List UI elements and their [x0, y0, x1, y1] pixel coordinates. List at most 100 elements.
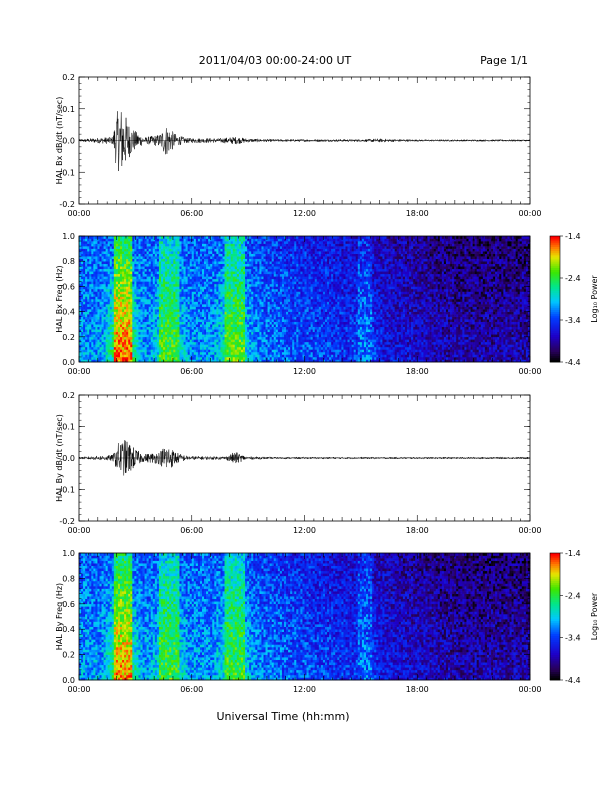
spectrogram-cell — [261, 283, 264, 287]
spectrogram-cell — [199, 273, 203, 277]
spectrogram-cell — [199, 349, 203, 353]
spectrogram-cell — [183, 258, 186, 262]
spectrogram-cell — [89, 283, 92, 287]
spectrogram-cell — [130, 261, 133, 265]
spectrogram-cell — [202, 293, 205, 297]
spectrogram-cell — [251, 253, 254, 257]
spectrogram-cell — [253, 283, 256, 287]
spectrogram-cell — [163, 236, 166, 239]
spectrogram-cell — [253, 339, 256, 343]
spectrogram-cell — [91, 236, 94, 239]
spectrogram-cell — [226, 243, 229, 247]
spectrogram-cell — [243, 359, 246, 363]
spectrogram-cell — [111, 349, 115, 353]
spectrogram-cell — [128, 356, 131, 360]
spectrogram-cell — [261, 336, 264, 340]
spectrogram-cell — [175, 296, 178, 300]
spectrogram-cell — [111, 283, 115, 287]
spectrogram-cell — [204, 299, 207, 302]
spectrogram-cell — [208, 354, 211, 358]
spectrogram-cell — [126, 326, 129, 330]
spectrogram-cell — [120, 349, 123, 353]
spectrogram-cell — [187, 256, 190, 259]
spectrogram-cell — [117, 263, 121, 267]
spectrogram-cell — [269, 359, 272, 363]
spectrogram-cell — [208, 314, 211, 317]
spectrogram-cell — [87, 273, 90, 277]
spectrogram-cell — [95, 351, 98, 355]
spectrogram-cell — [249, 309, 252, 312]
spectrogram-cell — [228, 278, 231, 282]
spectrogram-cell — [234, 248, 238, 252]
spectrogram-cell — [156, 331, 160, 335]
spectrogram-cell — [230, 301, 234, 305]
spectrogram-cell — [210, 359, 213, 363]
spectrogram-cell — [115, 321, 119, 325]
spectrogram-cell — [97, 301, 100, 305]
spectrogram-cell — [144, 311, 147, 315]
spectrogram-cell — [181, 281, 184, 285]
spectrogram-cell — [181, 306, 184, 310]
spectrogram-cell — [185, 334, 188, 338]
spectrogram-cell — [228, 296, 231, 300]
spectrogram-cell — [107, 331, 111, 335]
spectrogram-cell — [265, 268, 268, 272]
spectrogram-cell — [122, 281, 125, 285]
spectrogram-cell — [253, 286, 256, 290]
spectrogram-cell — [226, 276, 229, 280]
spectrogram-cell — [240, 309, 244, 312]
spectrogram-cell — [191, 278, 195, 282]
spectrogram-cell — [101, 336, 104, 340]
spectrogram-cell — [79, 238, 82, 242]
spectrogram-cell — [243, 258, 246, 262]
spectrogram-cell — [122, 321, 125, 325]
spectrogram-cell — [265, 283, 268, 287]
spectrogram-cell — [107, 309, 111, 312]
spectrogram-cell — [167, 344, 170, 348]
spectrogram-cell — [99, 268, 102, 272]
spectrogram-cell — [199, 346, 203, 350]
spectrogram-cell — [132, 314, 135, 317]
spectrogram-cell — [249, 354, 252, 358]
spectrogram-cell — [163, 299, 166, 302]
spectrogram-cell — [273, 283, 277, 287]
spectrogram-cell — [136, 359, 139, 363]
spectrogram-cell — [156, 258, 160, 262]
spectrogram-cell — [247, 319, 250, 322]
spectrogram-cell — [251, 273, 254, 277]
spectrogram-cell — [85, 251, 88, 254]
spectrogram-cell — [111, 278, 115, 282]
spectrogram-cell — [79, 253, 82, 257]
spectrogram-cell — [222, 326, 225, 330]
spectrogram-cell — [228, 268, 231, 272]
spectrogram-cell — [236, 238, 240, 242]
spectrogram-cell — [161, 248, 164, 252]
spectrogram-cell — [245, 351, 248, 355]
spectrogram-cell — [154, 243, 158, 247]
spectrogram-cell — [138, 253, 141, 257]
spectrogram-cell — [167, 268, 170, 272]
spectrogram-cell — [158, 261, 162, 265]
spectrogram-cell — [273, 344, 277, 348]
spectrogram-cell — [165, 356, 168, 360]
spectrogram-cell — [93, 306, 96, 310]
spectrogram-cell — [154, 356, 158, 360]
spectrogram-cell — [126, 273, 129, 277]
spectrogram-cell — [216, 354, 219, 358]
spectrogram-cell — [224, 299, 227, 302]
spectrogram-cell — [206, 238, 209, 242]
spectrogram-cell — [113, 339, 117, 343]
spectrogram-cell — [189, 236, 193, 239]
spectrogram-cell — [111, 288, 115, 292]
spectrogram-cell — [146, 339, 149, 343]
spectrogram-cell — [138, 263, 141, 267]
spectrogram-cell — [120, 309, 123, 312]
spectrogram-cell — [265, 349, 268, 353]
spectrogram-cell — [212, 336, 215, 340]
spectrogram-cell — [240, 321, 244, 325]
spectrogram-cell — [273, 268, 277, 272]
spectrogram-cell — [117, 278, 121, 282]
spectrogram-cell — [93, 319, 96, 322]
x-tick-label: 12:00 — [293, 209, 316, 218]
spectrogram-cell — [212, 236, 215, 239]
